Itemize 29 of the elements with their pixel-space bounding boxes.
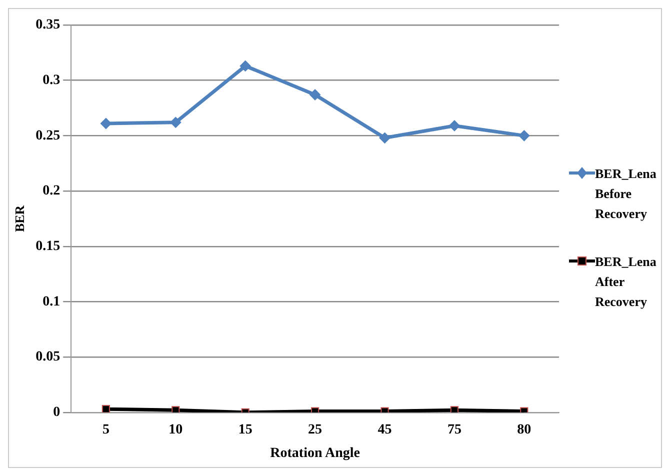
x-axis-title: Rotation Angle [270,446,360,462]
legend-label: BER_Lena After Recovery [595,253,658,311]
y-tick-label: 0.25 [36,128,60,144]
x-tick-label: 10 [168,422,183,438]
point [310,89,321,100]
y-tick-label: 0.1 [42,294,60,310]
y-tick-label: 0.2 [42,184,60,199]
point [240,60,251,72]
x-tick-label: 45 [378,422,392,438]
point [102,405,110,412]
point [450,406,458,412]
legend-label: BER_Lena Before Recovery [595,165,658,223]
y-tick-label: 0.35 [36,18,60,33]
x-tick-label: 75 [447,422,462,438]
point [100,118,112,130]
x-tick-label: 80 [517,422,532,438]
x-tick-label: 5 [102,422,110,438]
y-tick-label: 0.15 [36,238,60,254]
point [172,406,180,412]
point [448,120,460,132]
y-axis-title: BER [12,204,28,232]
x-tick-label: 15 [238,422,252,438]
y-tick-label: 0 [53,405,60,420]
point [170,116,182,128]
x-tick-label: 25 [308,422,322,438]
point [379,132,390,144]
point [518,130,530,142]
y-tick-label: 0.3 [42,72,60,88]
y-tick-label: 0.05 [36,350,60,365]
